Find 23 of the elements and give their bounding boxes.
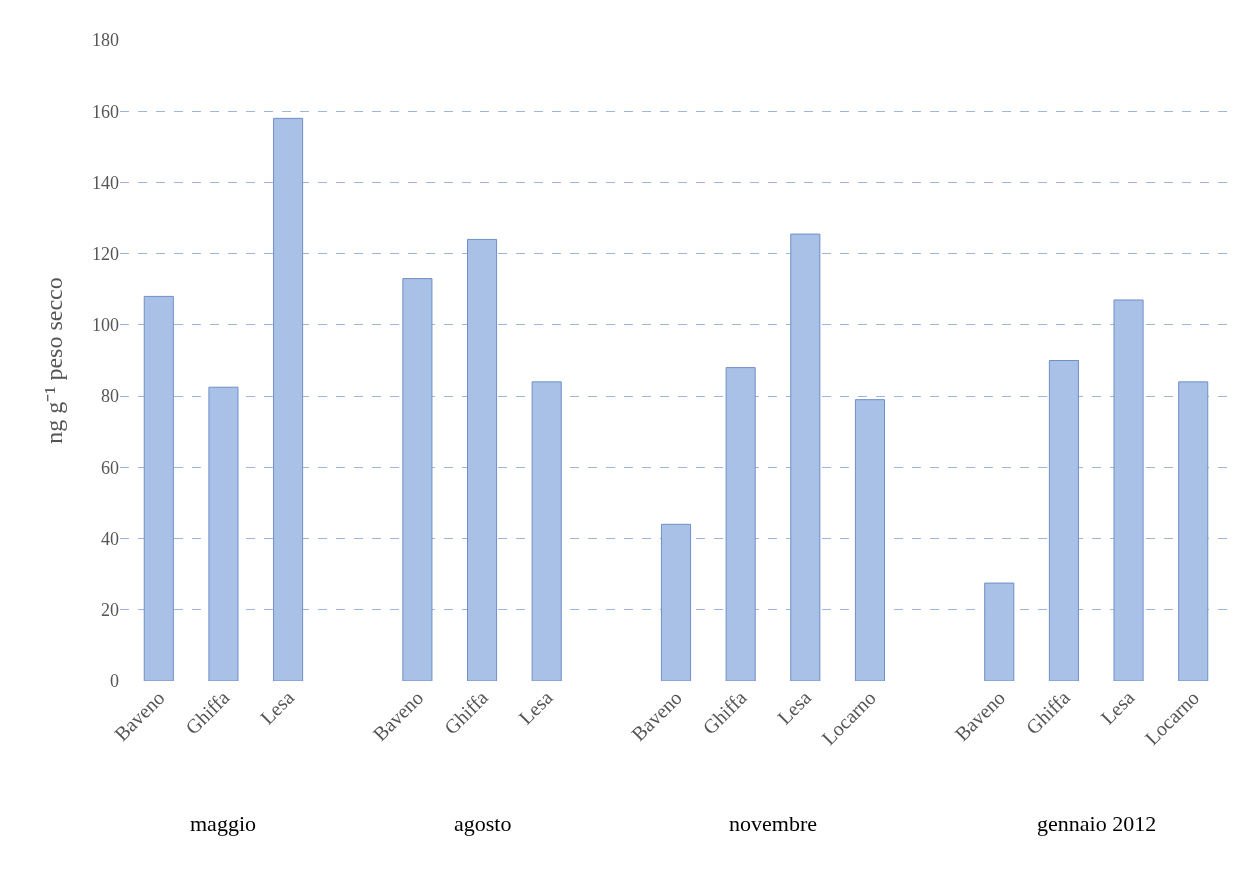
y-tick-label: 180 xyxy=(92,30,119,51)
y-tick-label: 40 xyxy=(101,528,119,549)
bar xyxy=(531,381,562,681)
text: gennaio 2012 xyxy=(1037,811,1157,836)
y-tick-label: 80 xyxy=(101,386,119,407)
y-tick-label: 100 xyxy=(92,315,119,336)
text: maggio xyxy=(190,811,256,836)
y-axis-title: ng g⁻¹ peso secco xyxy=(41,277,67,444)
x-tick-label: Lesa xyxy=(514,686,557,729)
text: agosto xyxy=(454,811,512,836)
x-tick-label: Lesa xyxy=(772,686,816,729)
bar xyxy=(208,386,239,681)
y-tick-label: 0 xyxy=(110,671,119,692)
y-tick-label: 120 xyxy=(92,243,119,264)
y-tick-label: 20 xyxy=(101,600,119,621)
y-tick-label: 140 xyxy=(92,172,119,193)
x-tick-label: Lesa xyxy=(1096,686,1139,729)
bar xyxy=(854,399,885,681)
y-tick-label: 160 xyxy=(92,101,119,122)
x-tick-label: Lesa xyxy=(255,686,299,729)
y-tick-label: 60 xyxy=(101,457,119,478)
text: novembre xyxy=(729,811,817,836)
bar xyxy=(984,582,1015,681)
